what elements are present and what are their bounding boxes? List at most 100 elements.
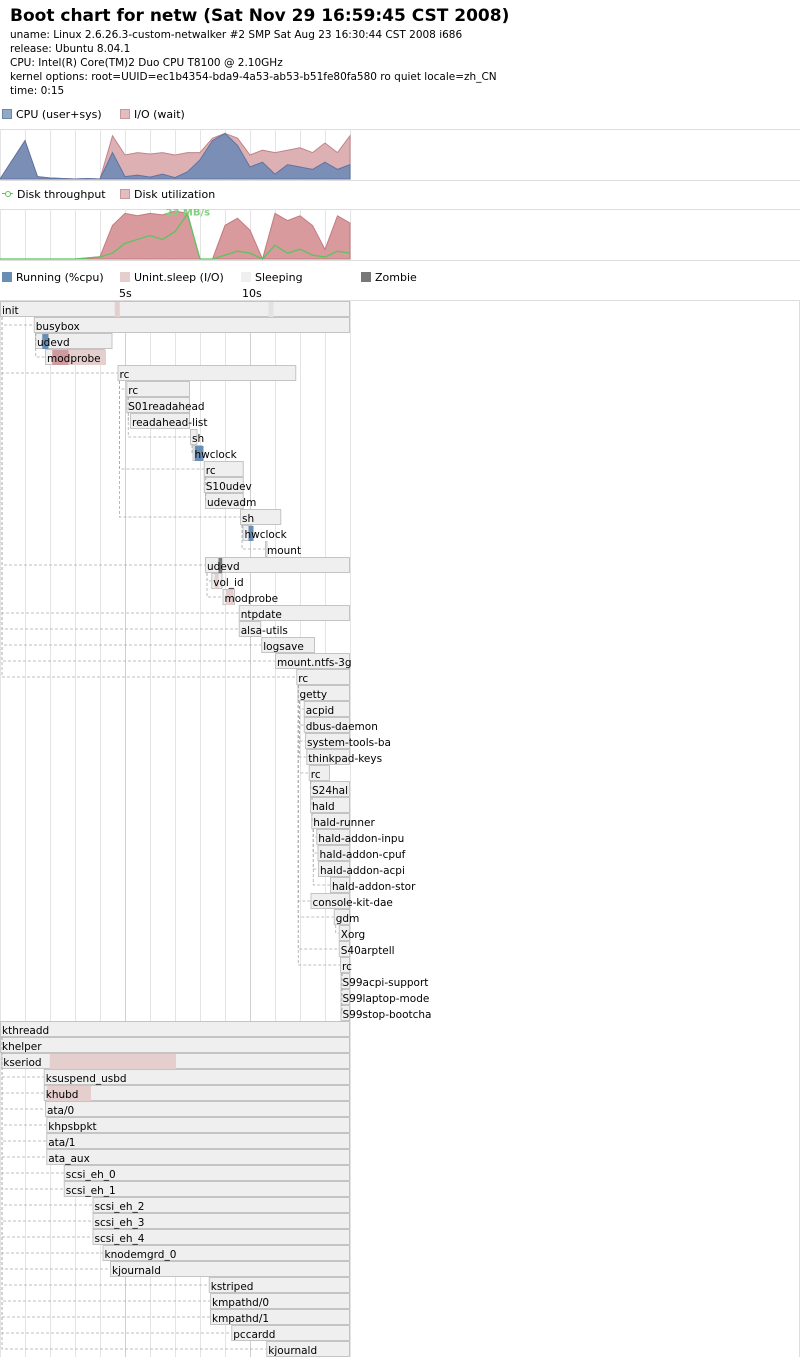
process-state-unint (68, 350, 106, 365)
process-state-unint_dark (52, 350, 69, 365)
process-bar (238, 605, 350, 621)
process-state-unint (114, 302, 120, 317)
process-label: ata_aux (48, 1153, 90, 1165)
process-bar (46, 1133, 350, 1149)
process-label: busybox (36, 321, 80, 333)
process-label: khelper (2, 1041, 42, 1053)
uname-line: uname: Linux 2.6.26.3-custom-netwalker #… (10, 29, 463, 41)
unint-legend: Unint.sleep (I/O) (120, 271, 224, 284)
process-label: dbus-daemon (306, 721, 378, 733)
process-bar (303, 717, 350, 733)
process-bar (210, 1309, 350, 1325)
tick-label-5s: 5s (119, 287, 132, 300)
process-bar (130, 413, 190, 429)
cpu-swatch (2, 109, 12, 119)
process-label: ntpdate (241, 609, 282, 621)
process-label: modprobe (225, 593, 279, 605)
process-link (310, 781, 312, 790)
process-label: rc (342, 961, 352, 973)
process-label: rc (311, 769, 321, 781)
process-label: S99stop-bootcha (343, 1009, 432, 1021)
process-label: console-kit-dae (313, 897, 393, 909)
zombie-swatch (361, 272, 371, 282)
unint-legend-label: Unint.sleep (I/O) (134, 271, 224, 284)
process-label: pccardd (233, 1329, 275, 1341)
process-bar (310, 797, 350, 813)
process-bar (102, 1245, 350, 1261)
process-label: mount.ntfs-3g (277, 657, 352, 669)
process-label: kmpathd/0 (212, 1297, 269, 1309)
process-label: mount (267, 545, 301, 557)
sleeping-legend-label: Sleeping (255, 271, 303, 284)
process-label: S24hal (312, 785, 348, 797)
process-label: rc (206, 465, 216, 477)
process-link (335, 925, 339, 934)
process-link (127, 397, 190, 438)
process-label: udevd (37, 337, 70, 349)
process-state-sleeping_dark (268, 302, 274, 317)
process-label: vol_id (213, 577, 243, 589)
process-bar (110, 1261, 350, 1277)
process-label: modprobe (47, 353, 101, 365)
process-bar (338, 941, 350, 957)
process-label: init (2, 305, 19, 317)
zombie-legend-label: Zombie (375, 271, 417, 284)
process-link (1, 317, 275, 662)
process-bar (208, 1277, 350, 1293)
process-label: thinkpad-keys (308, 753, 382, 765)
process-bar (303, 701, 350, 717)
process-bar (63, 1165, 350, 1181)
process-bar (0, 1037, 350, 1053)
process-link (206, 573, 212, 582)
process-label: S10udev (206, 481, 252, 493)
process-bar (338, 925, 350, 941)
process-bar (310, 893, 350, 909)
process-bar (317, 845, 350, 861)
process-bar (117, 365, 297, 381)
process-bar (261, 637, 315, 653)
process-link (1, 317, 34, 326)
cpu-legend: CPU (user+sys) (2, 108, 102, 121)
process-state-unint (214, 574, 219, 589)
process-label: acpid (306, 705, 334, 717)
kernel-options-line: kernel options: root=UUID=ec1b4354-bda9-… (10, 71, 497, 83)
process-label: scsi_eh_4 (95, 1233, 145, 1245)
running-legend: Running (%cpu) (2, 271, 104, 284)
process-state-unint (226, 590, 234, 605)
sleeping-legend: Sleeping (241, 271, 303, 284)
disk-util-legend: Disk utilization (120, 188, 215, 201)
disk-throughput-swatch (2, 189, 13, 199)
io-swatch (120, 109, 130, 119)
process-link (119, 381, 240, 518)
process-bar (43, 1085, 350, 1101)
process-state-running (42, 334, 49, 349)
process-label: kstriped (211, 1281, 254, 1293)
process-label: hald-addon-acpi (320, 865, 405, 877)
process-bar (308, 765, 330, 781)
process-label: hald-addon-inpu (318, 833, 404, 845)
process-label: S01readahead (128, 401, 204, 413)
process-bar (275, 653, 350, 669)
unint-swatch (120, 272, 130, 282)
disk-throughput-line (0, 212, 351, 260)
process-bar (126, 397, 190, 413)
process-bar (92, 1229, 350, 1245)
process-link (340, 973, 343, 1014)
process-bar (238, 621, 262, 637)
process-label: hald (312, 801, 335, 813)
process-bar (33, 317, 350, 333)
process-label: hald-addon-cpuf (320, 849, 406, 861)
io-legend: I/O (wait) (120, 108, 185, 121)
process-link (310, 797, 313, 806)
process-bar (210, 1293, 350, 1309)
disk-peak-annotation: 23 MB/s (166, 209, 211, 218)
process-label: system-tools-ba (307, 737, 391, 749)
process-label: logsave (263, 641, 304, 653)
disk-throughput-legend: Disk throughput (2, 188, 106, 201)
process-bar (330, 877, 350, 893)
process-bar (318, 861, 350, 877)
cpu-chart (0, 129, 800, 181)
process-label: khpsbpkt (48, 1121, 96, 1133)
process-bar (0, 301, 350, 317)
process-label: kjournald (112, 1265, 161, 1277)
